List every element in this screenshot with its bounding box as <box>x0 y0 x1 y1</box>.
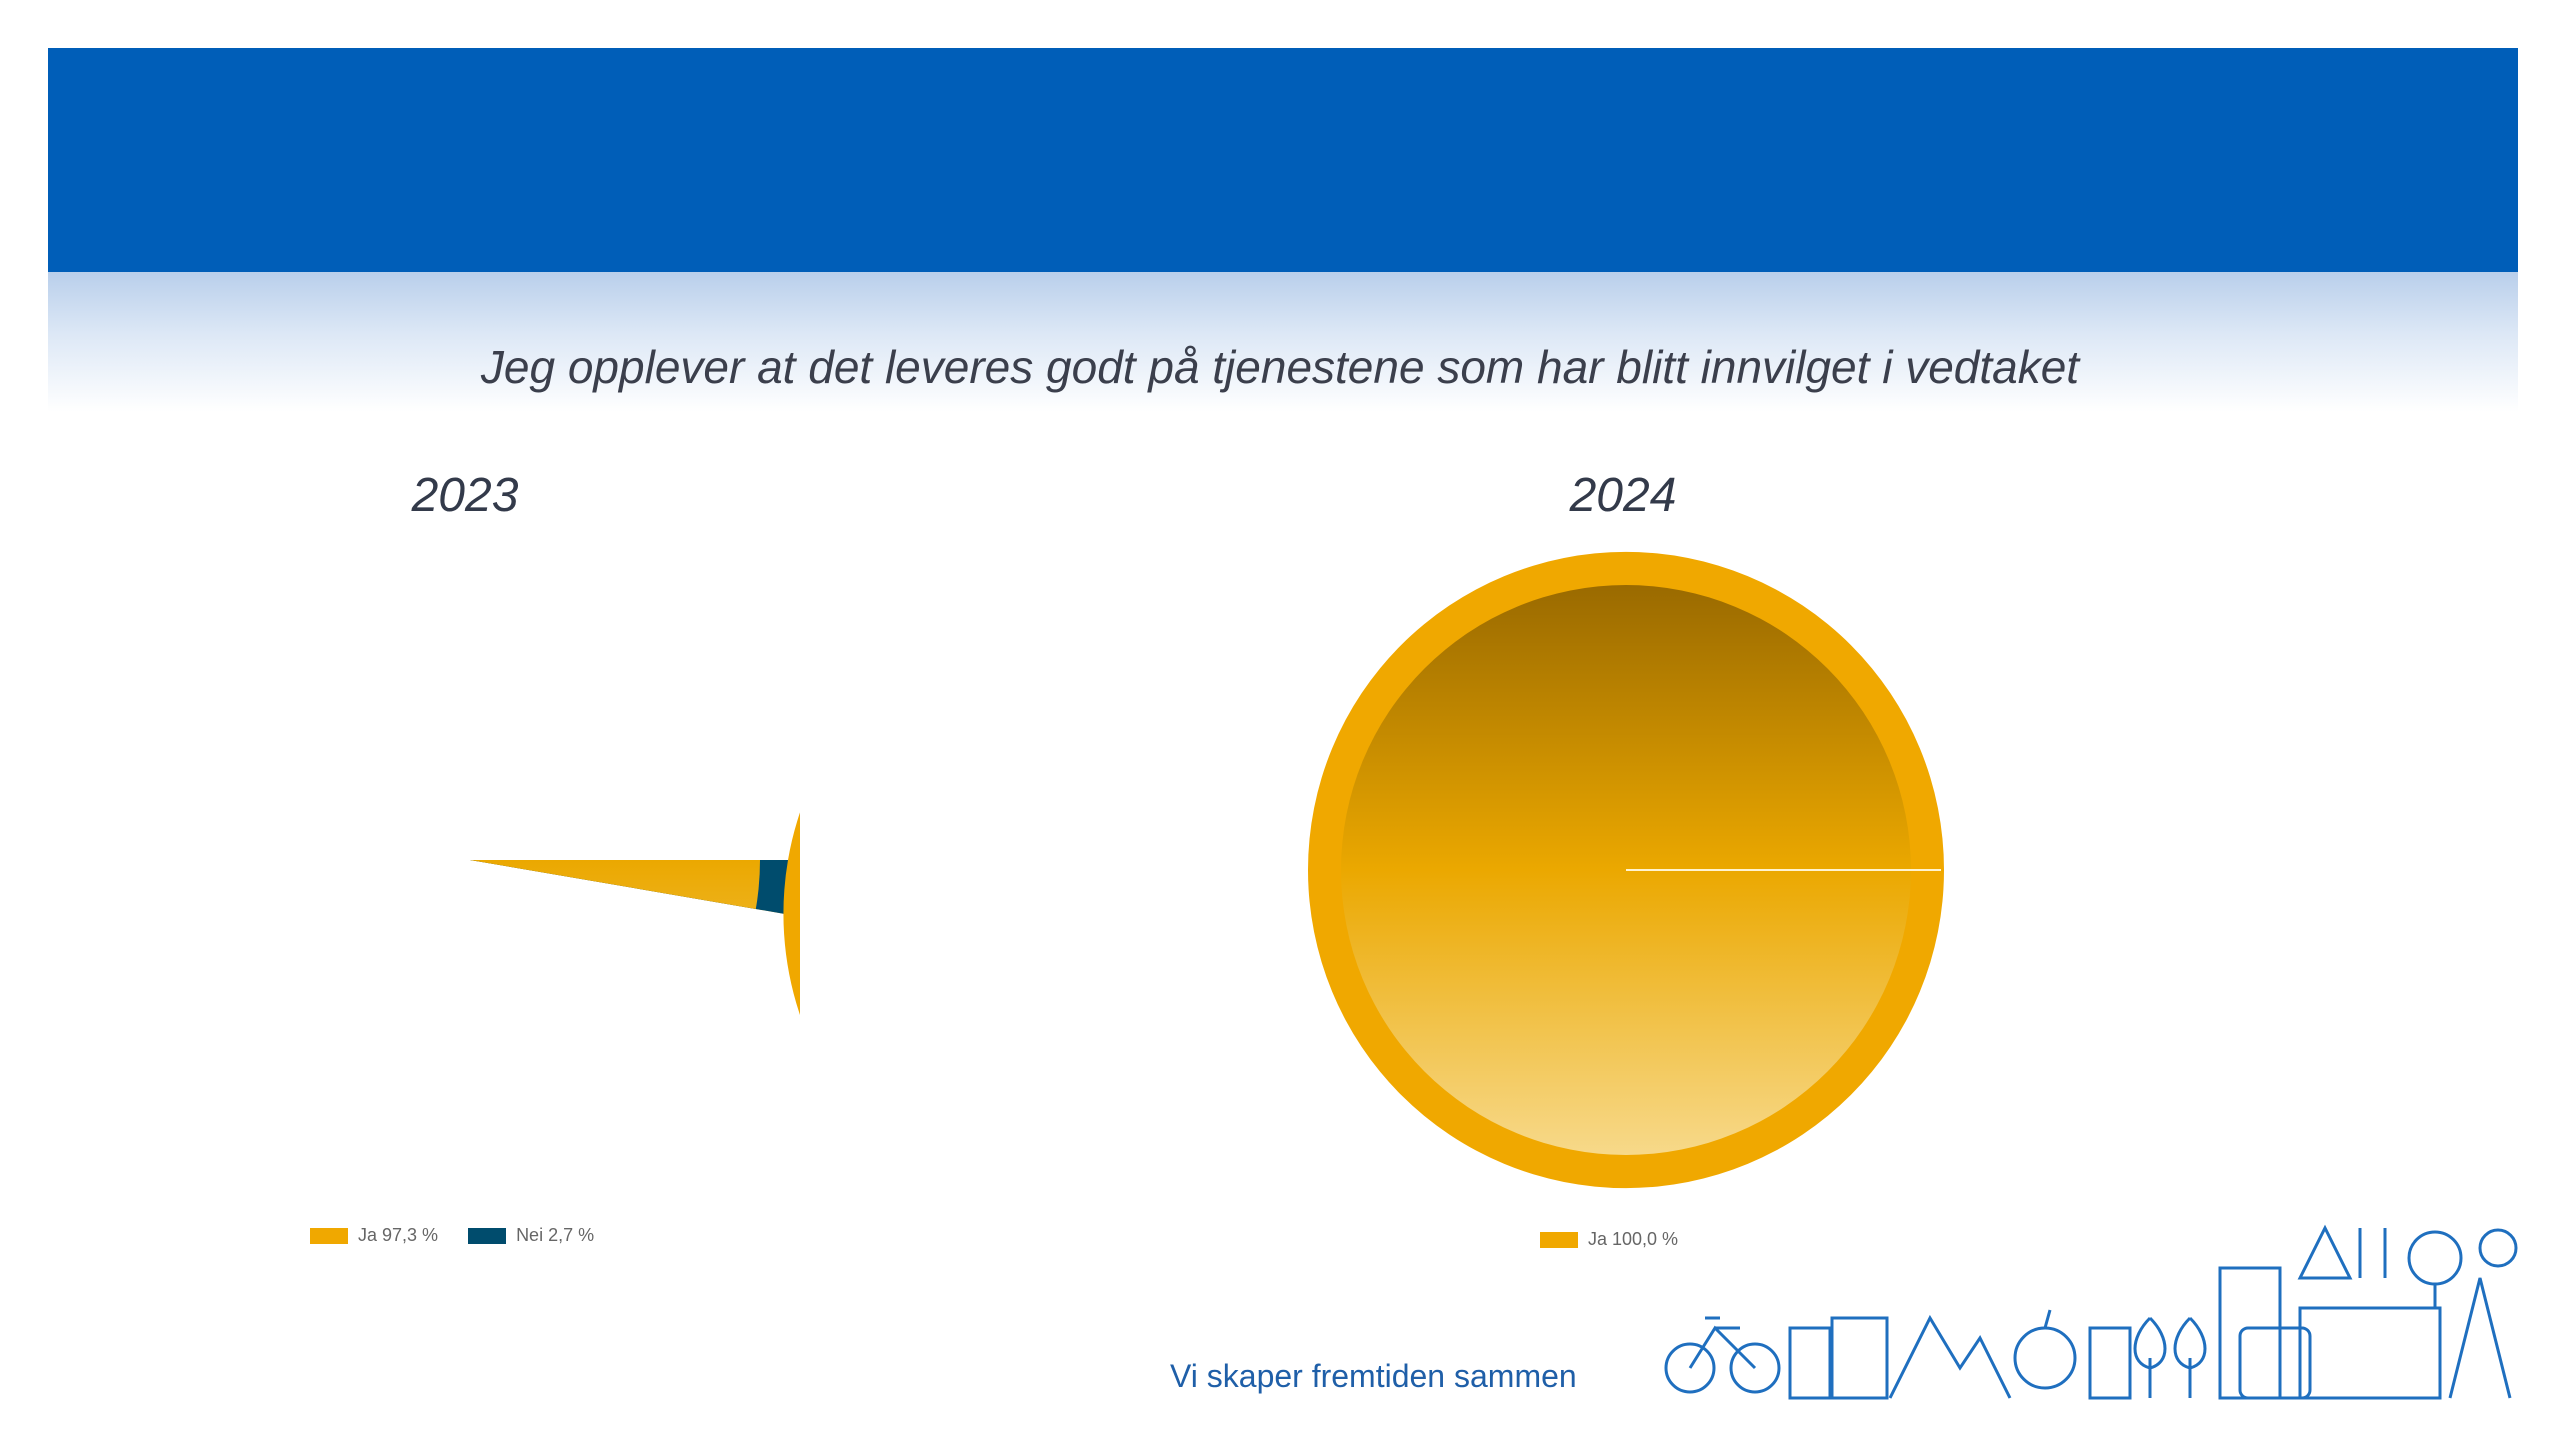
apple-stem-icon <box>2043 1309 2052 1329</box>
building-icon <box>1830 1316 1889 1400</box>
legend-swatch-nei <box>468 1227 507 1244</box>
legend-item-nei: Nei 2,7 % <box>468 1225 594 1246</box>
tree-icon <box>2173 1316 2207 1398</box>
pie-chart-2024 <box>1308 551 1944 1189</box>
tree-round-icon <box>2407 1230 2463 1286</box>
legend-2023: Ja 97,3 % Nei 2,7 % <box>310 1225 624 1246</box>
building-icon <box>1788 1326 1832 1400</box>
building-icon <box>2088 1326 2132 1400</box>
pie-chart-2023 <box>470 595 800 1150</box>
legend-label-ja: Ja 100,0 % <box>1588 1229 1679 1249</box>
legend-swatch-ja <box>310 1227 348 1244</box>
legend-item-ja: Ja 97,3 % <box>310 1225 438 1246</box>
mountain-icon <box>2448 1277 2512 1399</box>
legend-item-ja: Ja 100,0 % <box>1540 1229 1678 1250</box>
header-banner <box>48 48 2518 272</box>
tree-icon <box>2133 1316 2167 1398</box>
mountain-icon <box>1888 1314 2012 1399</box>
city-skyline-illustration <box>1664 1224 2518 1400</box>
legend-label-ja: Ja 97,3 % <box>358 1225 439 1245</box>
legend-label-nei: Nei 2,7 % <box>516 1225 595 1245</box>
apple-icon <box>2013 1326 2077 1390</box>
chart-title-2024: 2024 <box>1569 469 1677 522</box>
sun-icon <box>2478 1228 2518 1268</box>
legend-2024: Ja 100,0 % <box>1540 1229 1708 1250</box>
chart-title-2023: 2023 <box>411 469 519 522</box>
legend-swatch-ja <box>1540 1231 1578 1248</box>
train-icon <box>2238 1326 2312 1400</box>
header-fade <box>48 272 2518 412</box>
building-icon <box>2298 1306 2442 1400</box>
tagline: Vi skaper fremtiden sammen <box>1170 1358 1577 1394</box>
tower-icon <box>2218 1266 2282 1400</box>
wheat-icon <box>2358 1228 2387 1278</box>
tent-icon <box>2297 1224 2353 1280</box>
pie-inner-shade <box>470 595 760 1150</box>
bicycle-icon <box>1664 1316 1781 1394</box>
chart-question-title: Jeg opplever at det leveres godt på tjen… <box>480 341 2080 393</box>
